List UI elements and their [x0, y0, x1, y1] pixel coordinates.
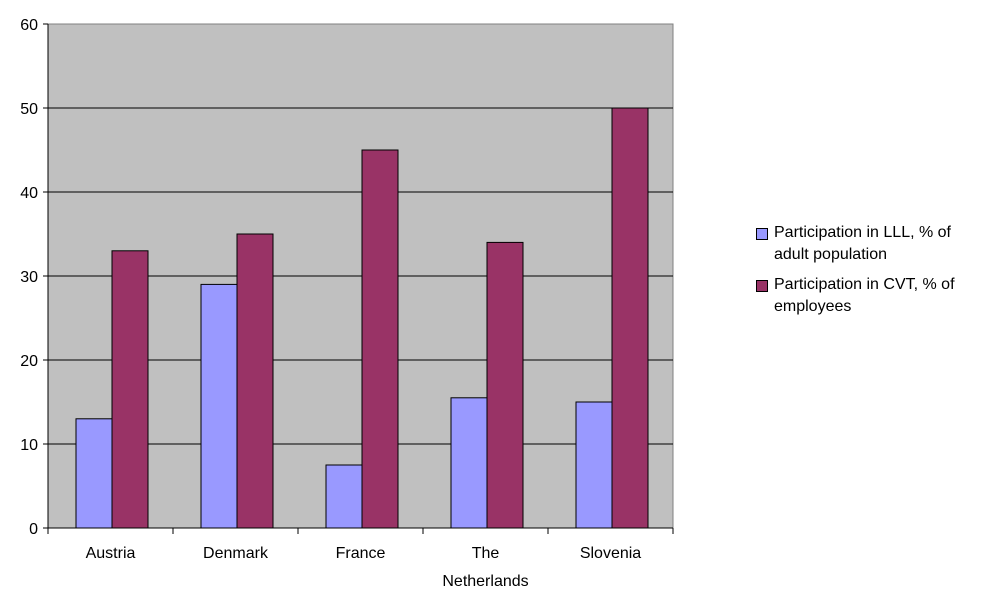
- x-tick-label-france: France: [336, 545, 386, 562]
- y-tick-label: 30: [20, 269, 38, 286]
- x-tick-label-slovenia: Slovenia: [580, 545, 641, 562]
- bar-cvt-france: [361, 149, 399, 529]
- x-tick-label-denmark: Denmark: [203, 545, 269, 562]
- y-tick-label: 20: [20, 353, 38, 370]
- x-tick-label-the-netherlands: The Netherlands: [442, 545, 528, 590]
- x-axis-tick-labels: Austria Denmark France The Netherlands Sloven…: [86, 545, 642, 590]
- y-tick-label: 0: [29, 521, 38, 538]
- y-tick-label: 60: [20, 17, 38, 34]
- legend-label-lll: Participation in LLL, % of adult populat…: [774, 224, 951, 263]
- bars: [75, 107, 649, 529]
- bar-cvt-denmark: [236, 233, 274, 529]
- y-tick-label: 40: [20, 185, 38, 202]
- bar-lll-the-netherlands: [450, 397, 488, 529]
- bar-cvt-the-netherlands: [486, 241, 524, 529]
- gridlines: [48, 107, 673, 445]
- legend-item-cvt: Participation in CVT, % of employees: [756, 274, 986, 318]
- bar-lll-austria: [75, 418, 113, 529]
- legend-swatch-lll: [756, 228, 768, 240]
- legend-swatch-cvt: [756, 280, 768, 292]
- bar-cvt-austria: [111, 250, 149, 529]
- y-tick-label: 50: [20, 101, 38, 118]
- bar-lll-france: [325, 464, 363, 529]
- legend: Participation in LLL, % of adult populat…: [756, 222, 986, 326]
- bar-lll-denmark: [200, 283, 238, 529]
- y-tick-label: 10: [20, 437, 38, 454]
- x-tick-label-austria: Austria: [86, 545, 136, 562]
- legend-label-cvt: Participation in CVT, % of employees: [774, 276, 955, 315]
- bar-lll-slovenia: [575, 401, 613, 529]
- y-axis-tick-labels: 0 10 20 30 40 50 60: [20, 17, 38, 538]
- legend-item-lll: Participation in LLL, % of adult populat…: [756, 222, 986, 266]
- bar-cvt-slovenia: [611, 107, 649, 529]
- axes: [43, 23, 674, 534]
